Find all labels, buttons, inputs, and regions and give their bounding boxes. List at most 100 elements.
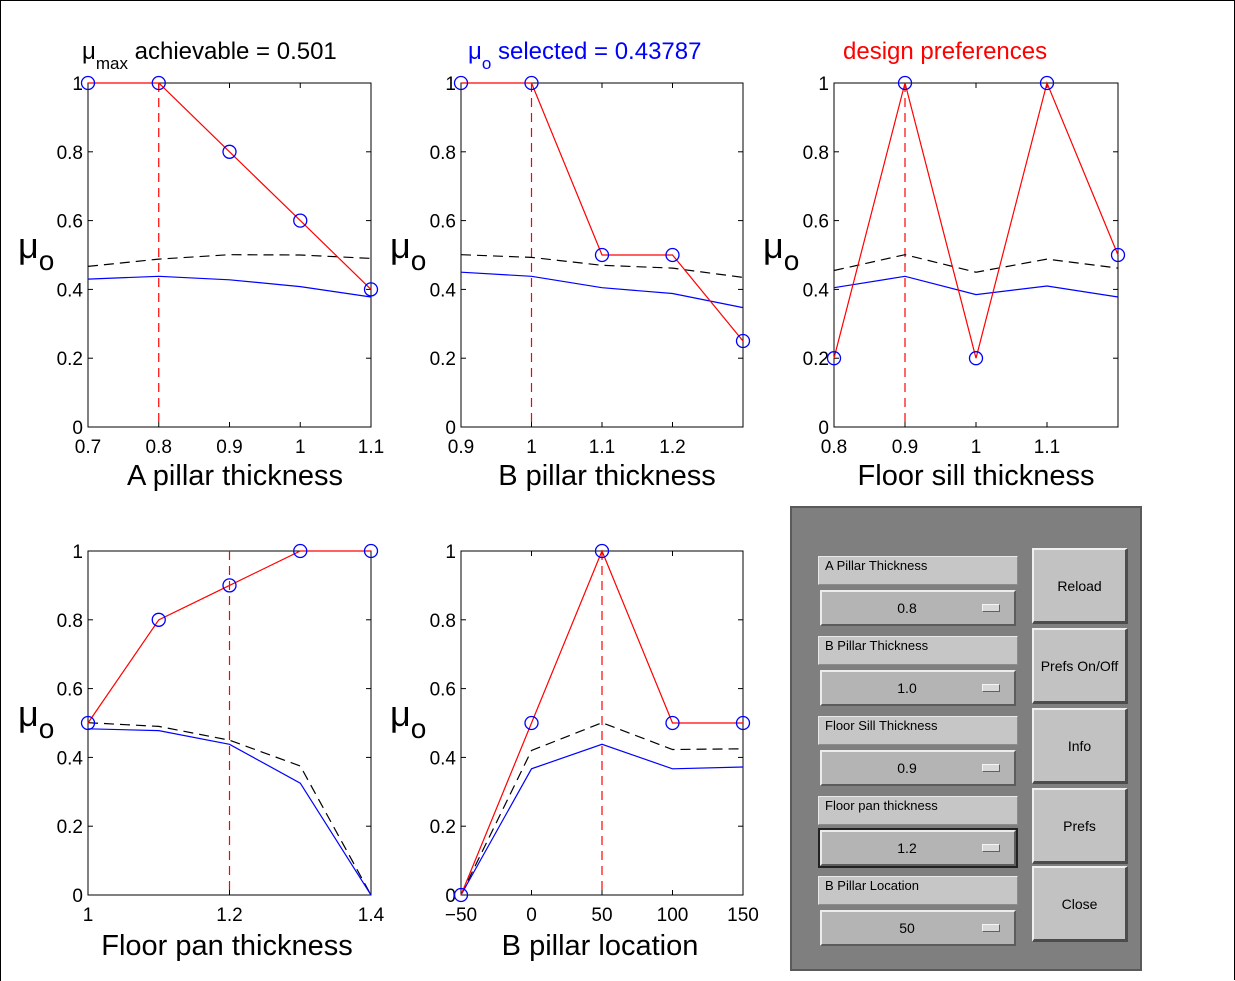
x-tick-label: 0.9 xyxy=(448,437,474,458)
ylabel-mu: μ xyxy=(18,693,39,734)
xlabel-b-pillar-location: B pillar location xyxy=(501,930,699,962)
preference-point xyxy=(80,715,96,731)
label-b-pillar-thickness: B Pillar Thickness xyxy=(818,636,1018,665)
y-tick-label: 0 xyxy=(72,418,83,439)
x-tick-label: 1.1 xyxy=(358,437,384,458)
plot-axes-box xyxy=(87,82,372,428)
ylabel-plot-5: μo xyxy=(390,693,426,744)
close-button[interactable]: Close xyxy=(1032,866,1128,942)
y-tick-label: 1 xyxy=(72,542,83,563)
x-tick-label: −50 xyxy=(445,905,477,926)
dropdown-indicator-icon xyxy=(982,684,1000,692)
x-tick-label: 0.8 xyxy=(146,437,172,458)
preference-point xyxy=(594,543,610,559)
x-tick-label: 0.7 xyxy=(75,437,101,458)
ylabel-plot-1: μo xyxy=(18,225,54,276)
frame-edge xyxy=(0,960,1,981)
x-tick-label: 0.9 xyxy=(216,437,242,458)
preference-point xyxy=(968,351,984,366)
x-tick-label: 1 xyxy=(295,437,306,458)
x-tick-label: 150 xyxy=(727,905,759,926)
x-tick-label: 0 xyxy=(526,905,537,926)
selected-series-line xyxy=(87,728,372,896)
b-pillar-thickness-select[interactable]: 1.0 xyxy=(820,670,1016,706)
y-tick-label: 1 xyxy=(818,74,829,95)
title-design-preferences: design preferences xyxy=(843,38,1047,66)
xlabel-a-pillar: A pillar thickness xyxy=(127,460,343,492)
preference-series-line xyxy=(833,81,1119,359)
y-tick-label: 0.2 xyxy=(430,349,456,370)
preference-point xyxy=(826,351,842,366)
ylabel-mu: μ xyxy=(763,225,784,266)
y-tick-label: 0.4 xyxy=(57,748,84,769)
xlabel-floor-sill: Floor sill thickness xyxy=(857,460,1095,492)
preference-point xyxy=(735,715,751,731)
ylabel-sub: o xyxy=(410,713,427,744)
floor-sill-thickness-value: 0.9 xyxy=(897,760,917,776)
title-selected: μo selected = 0.43787 xyxy=(468,38,702,73)
preference-series-line xyxy=(88,82,372,290)
y-tick-label: 0.4 xyxy=(803,280,830,301)
plot-2: 0 0.2 0.4 0.6 0.8 1 0.9 1 1.1 1.2 xyxy=(430,74,751,458)
info-button[interactable]: Info xyxy=(1032,708,1128,784)
selected-series-line xyxy=(460,271,744,309)
title-mu-subscript: max xyxy=(95,54,128,73)
label-floor-sill-thickness: Floor Sill Thickness xyxy=(818,716,1018,745)
preference-point xyxy=(897,75,913,91)
ylabel-sub: o xyxy=(38,713,55,744)
y-tick-label: 0 xyxy=(445,886,456,907)
y-tick-label: 0.8 xyxy=(57,611,83,632)
floor-sill-thickness-select[interactable]: 0.9 xyxy=(820,750,1016,786)
title-mu-symbol: μ xyxy=(468,38,482,65)
plot-axes-box xyxy=(833,82,1119,428)
preference-point xyxy=(665,247,680,263)
selected-series-line xyxy=(833,275,1119,298)
y-tick-label: 0.4 xyxy=(430,280,457,301)
y-tick-label: 0.8 xyxy=(803,143,829,164)
x-tick-label: 1.2 xyxy=(216,905,242,926)
title-selected-text: selected = 0.43787 xyxy=(491,38,702,65)
preference-point xyxy=(524,75,539,91)
x-tick-label: 1.1 xyxy=(1034,437,1060,458)
b-pillar-location-select[interactable]: 50 xyxy=(820,910,1016,946)
title-achievable-text: achievable = 0.501 xyxy=(127,38,337,65)
y-tick-label: 0 xyxy=(72,886,83,907)
dropdown-indicator-icon xyxy=(982,844,1000,852)
x-tick-label: 100 xyxy=(657,905,689,926)
y-tick-label: 0.2 xyxy=(803,349,829,370)
dropdown-indicator-icon xyxy=(982,604,1000,612)
label-a-pillar-thickness: A Pillar Thickness xyxy=(818,556,1018,585)
dropdown-indicator-icon xyxy=(982,924,1000,932)
x-tick-label: 1 xyxy=(83,905,94,926)
y-tick-label: 0.6 xyxy=(430,212,456,233)
y-tick-label: 1 xyxy=(72,74,83,95)
y-tick-label: 0.2 xyxy=(57,349,83,370)
y-tick-label: 0.2 xyxy=(57,817,83,838)
ylabel-mu: μ xyxy=(390,225,411,266)
floor-pan-thickness-select[interactable]: 1.2 xyxy=(818,828,1018,868)
selected-series-line xyxy=(87,275,372,298)
a-pillar-thickness-select[interactable]: 0.8 xyxy=(820,590,1016,626)
title-mu-symbol: μ xyxy=(82,38,96,65)
title-mu-subscript: o xyxy=(481,54,492,73)
y-tick-label: 0.6 xyxy=(430,680,456,701)
y-tick-label: 0.8 xyxy=(430,611,456,632)
x-tick-label: 1 xyxy=(526,437,537,458)
preference-point xyxy=(222,144,237,159)
plot-1: 0 0.2 0.4 0.6 0.8 1 0.7 0.8 0.9 1 1.1 xyxy=(57,74,385,458)
preference-point xyxy=(293,543,308,559)
y-tick-label: 0.2 xyxy=(430,817,456,838)
ylabel-mu: μ xyxy=(390,693,411,734)
preference-point xyxy=(80,75,96,91)
label-b-pillar-location: B Pillar Location xyxy=(818,876,1018,905)
preference-point xyxy=(151,612,166,627)
y-tick-label: 0.8 xyxy=(57,143,83,164)
preference-point xyxy=(363,543,379,559)
reload-button[interactable]: Reload xyxy=(1032,548,1128,624)
prefs-on-off-button[interactable]: Prefs On/Off xyxy=(1032,628,1128,704)
a-pillar-thickness-value: 0.8 xyxy=(897,600,917,616)
preference-point xyxy=(363,282,379,297)
prefs-button[interactable]: Prefs xyxy=(1032,788,1128,864)
x-tick-label: 0.9 xyxy=(892,437,918,458)
ylabel-sub: o xyxy=(783,245,800,276)
